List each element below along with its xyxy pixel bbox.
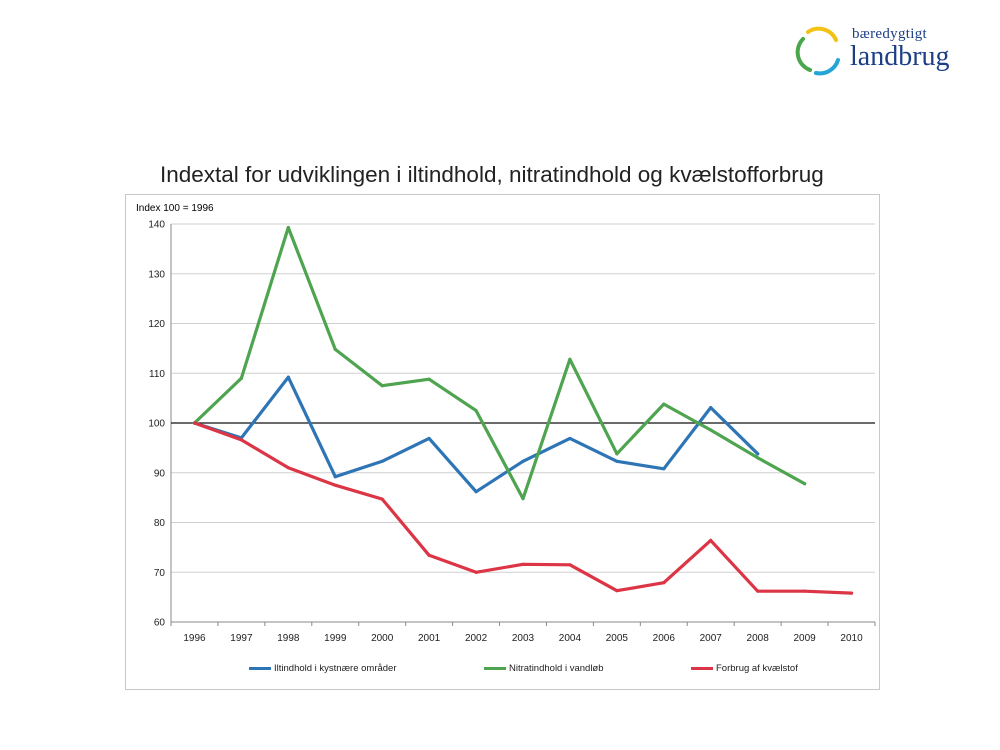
x-tick-label: 2009 [793, 633, 816, 644]
data-point [333, 483, 337, 487]
data-point [521, 562, 525, 566]
data-point [474, 570, 478, 574]
legend-swatch [249, 667, 271, 670]
y-tick-label: 130 [148, 269, 165, 280]
data-point [286, 225, 290, 230]
y-tick-label: 80 [154, 518, 166, 529]
legend-label: Iltindhold i kystnære områder [274, 663, 397, 674]
series-line [192, 375, 760, 494]
y-tick-label: 140 [148, 220, 165, 231]
data-point [380, 459, 384, 463]
data-point [474, 490, 478, 494]
data-point [521, 459, 525, 463]
data-point [474, 408, 478, 413]
y-tick-label: 90 [154, 468, 166, 479]
data-point [427, 377, 431, 381]
legend-label: Nitratindhold i vandløb [509, 663, 604, 674]
x-tick-label: 2002 [465, 633, 488, 644]
x-tick-label: 2010 [840, 633, 863, 644]
data-point [849, 591, 854, 595]
data-point [662, 581, 666, 585]
x-tick-label: 1996 [183, 633, 206, 644]
legend-item: Forbrug af kvælstof [691, 663, 798, 674]
data-point [709, 428, 713, 432]
x-tick-label: 2001 [418, 633, 441, 644]
legend-label: Forbrug af kvælstof [716, 663, 798, 674]
x-tick-label: 2004 [559, 633, 582, 644]
x-tick-label: 2003 [512, 633, 535, 644]
legend-swatch [484, 667, 506, 670]
data-point [756, 456, 760, 460]
x-tick-label: 2007 [700, 633, 723, 644]
x-tick-label: 1998 [277, 633, 300, 644]
data-point [803, 589, 807, 593]
y-tick-label: 70 [154, 568, 166, 579]
x-tick-label: 2005 [606, 633, 629, 644]
y-tick-label: 60 [154, 618, 166, 629]
data-point [239, 438, 243, 442]
data-point [615, 459, 619, 463]
data-point [756, 589, 760, 593]
data-point [333, 347, 337, 351]
chart-title: Indextal for udviklingen i iltindhold, n… [160, 162, 824, 187]
line-chart: 60 70 80 90 100 110 120 130 140 1996 1997 1998 1999 2… [148, 220, 876, 644]
data-point [286, 466, 290, 470]
chart-area: 60 70 80 90 100 110 120 130 140 1996 1997 1998 1999 2… [125, 194, 880, 690]
legend-item: Nitratindhold i vandløb [484, 663, 604, 674]
data-point [568, 357, 572, 361]
data-point [286, 375, 290, 379]
x-tick-label: 2008 [747, 633, 770, 644]
data-point [192, 421, 197, 425]
data-point [380, 384, 384, 388]
data-point [380, 497, 384, 501]
x-tick-label: 1997 [230, 633, 253, 644]
data-point [756, 452, 760, 456]
data-point [333, 475, 337, 479]
data-point [615, 589, 619, 593]
x-tick-label: 2006 [653, 633, 676, 644]
data-point [568, 563, 572, 567]
logo: bæredygtigt landbrug [792, 20, 962, 80]
logo-text-bottom: landbrug [850, 41, 950, 72]
y-tick-label: 100 [148, 419, 165, 430]
data-point [239, 376, 243, 380]
logo-circle-icon [795, 26, 840, 76]
y-tick-label: 120 [148, 319, 165, 330]
data-point [615, 452, 619, 456]
data-point [427, 436, 431, 441]
data-point [709, 405, 713, 410]
x-tick-label: 1999 [324, 633, 347, 644]
index-note: Index 100 = 1996 [136, 203, 214, 214]
data-point [662, 467, 666, 471]
x-tick-label: 2000 [371, 633, 394, 644]
series-line [192, 225, 807, 501]
data-point [803, 482, 807, 486]
legend-item: Iltindhold i kystnære områder [249, 663, 397, 674]
data-point [662, 402, 666, 406]
data-point [568, 436, 572, 441]
data-point [427, 553, 431, 557]
legend-swatch [691, 667, 713, 670]
y-tick-label: 110 [149, 369, 165, 380]
data-point [521, 497, 525, 501]
logo-text-top: bæredygtigt [852, 26, 927, 42]
data-point [709, 538, 713, 543]
chart-legend: Iltindhold i kystnære områder Nitratindho… [126, 663, 879, 679]
